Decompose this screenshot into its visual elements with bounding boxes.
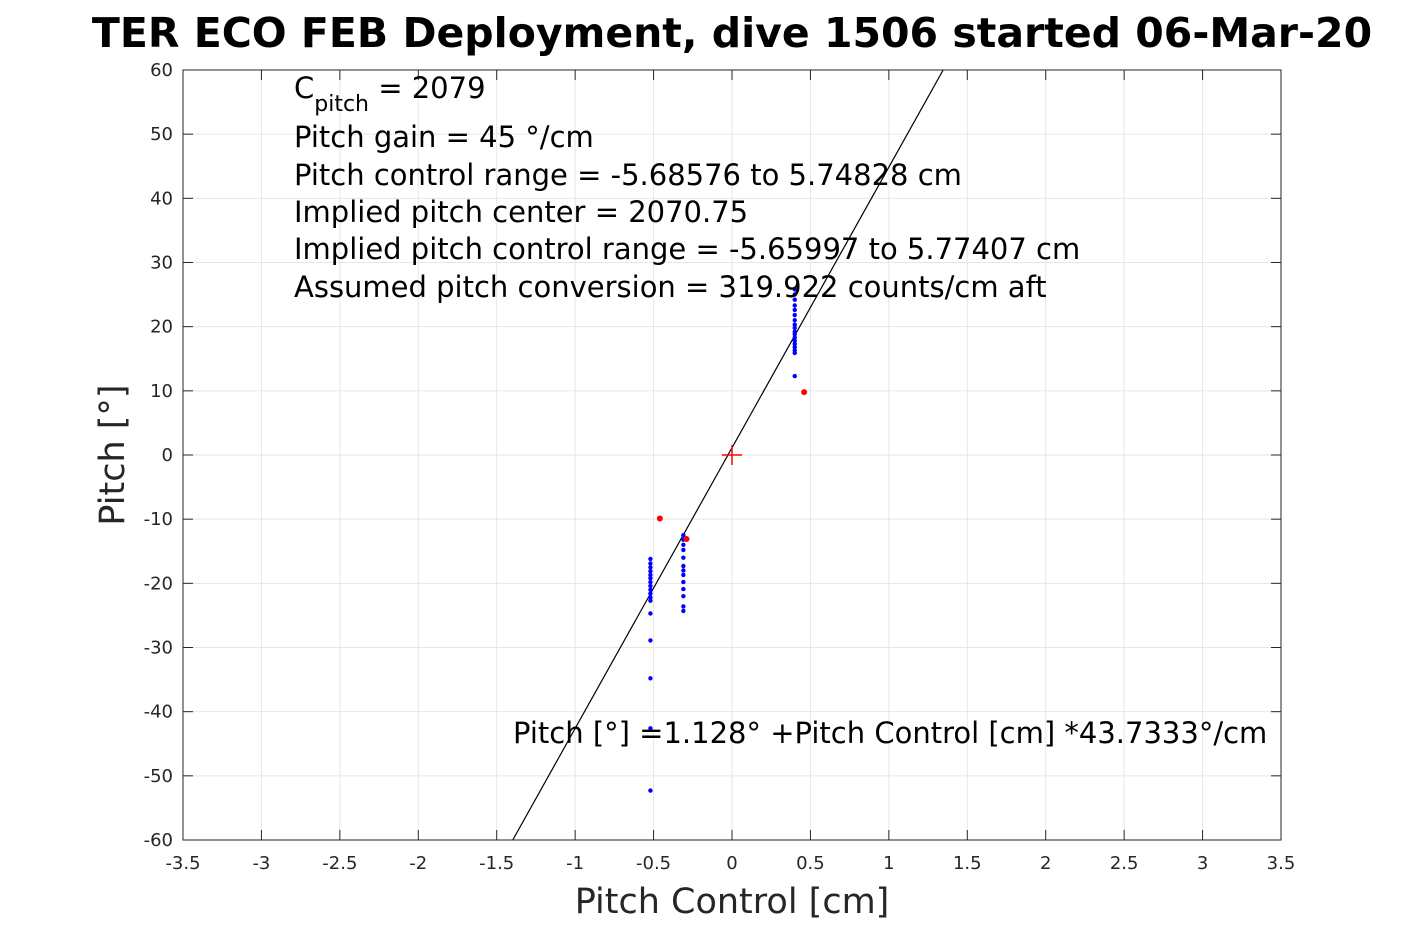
- y-tick-label: -20: [144, 573, 173, 594]
- sample-point: [792, 287, 797, 292]
- x-tick-label: 1: [883, 853, 894, 874]
- y-tick-label: 50: [150, 124, 173, 145]
- annotation-implied-pitch-center: Implied pitch center = 2070.75: [294, 195, 748, 229]
- sample-point: [792, 332, 797, 337]
- x-axis-label: Pitch Control [cm]: [575, 882, 890, 922]
- cpitch-value: = 2079: [369, 71, 486, 105]
- sample-point: [681, 586, 686, 592]
- annotation-pitch-control-range: Pitch control range = -5.68576 to 5.7482…: [294, 158, 962, 192]
- y-tick-label: -60: [144, 830, 173, 851]
- sample-point: [792, 297, 797, 302]
- annotation-cpitch: Cpitch = 2079: [294, 71, 486, 117]
- sample-point: [648, 583, 653, 589]
- sample-point: [681, 579, 686, 585]
- x-tick-label: -2: [409, 853, 427, 874]
- chart-title: TER ECO FEB Deployment, dive 1506 starte…: [92, 9, 1372, 57]
- sample-point: [648, 638, 653, 643]
- sample-point: [648, 611, 653, 616]
- sample-point: [792, 322, 797, 327]
- sample-point: [648, 579, 653, 585]
- x-tick-label: -2.5: [322, 853, 357, 874]
- sample-point: [648, 572, 653, 578]
- sample-point: [792, 350, 797, 356]
- outlier-point: [683, 536, 690, 543]
- sample-point: [792, 341, 797, 347]
- sample-point: [792, 373, 797, 379]
- x-tick-label: -3: [252, 853, 270, 874]
- sample-point: [792, 338, 797, 343]
- y-tick-label: -10: [144, 509, 173, 530]
- sample-point: [681, 533, 686, 538]
- sample-point: [648, 598, 653, 603]
- center-marker: [722, 445, 742, 465]
- sample-point: [681, 555, 686, 560]
- x-tick-label: 2: [1040, 853, 1051, 874]
- y-tick-label: 0: [162, 445, 173, 466]
- y-tick-label: -50: [144, 766, 173, 787]
- sample-point: [648, 561, 653, 566]
- outlier-point: [656, 515, 663, 522]
- sample-point: [681, 563, 686, 569]
- sample-point: [648, 587, 653, 592]
- y-tick-label: 60: [150, 60, 173, 81]
- sample-point: [648, 788, 653, 793]
- sample-point: [792, 345, 797, 350]
- y-tick-label: 20: [150, 317, 173, 338]
- sample-point: [648, 568, 653, 574]
- sample-point: [792, 312, 797, 318]
- sample-point: [792, 318, 797, 323]
- x-tick-label: -1.5: [479, 853, 514, 874]
- sample-point: [648, 565, 653, 570]
- sample-point: [648, 556, 653, 562]
- x-tick-label: 3: [1197, 853, 1208, 874]
- sample-point: [648, 595, 653, 600]
- sample-point: [681, 542, 686, 548]
- sample-point: [648, 676, 653, 681]
- sample-point: [648, 576, 653, 581]
- sample-point: [681, 568, 686, 573]
- x-tick-label: 2.5: [1110, 853, 1139, 874]
- x-axis-ticks: -3.5 -3 -2.5 -2 -1.5 -1 -0.5 0 0.5 1 1.5 2 2.5 3 3.5: [165, 70, 1295, 874]
- sample-point: [681, 593, 686, 599]
- sample-point: [792, 325, 797, 331]
- sample-point: [681, 572, 686, 578]
- y-tick-label: 30: [150, 253, 173, 274]
- y-tick-label: -30: [144, 638, 173, 659]
- annotation-implied-pitch-control-range: Implied pitch control range = -5.65997 t…: [294, 232, 1080, 266]
- x-tick-label: -1: [566, 853, 584, 874]
- sample-point: [792, 335, 797, 340]
- cpitch-symbol: C: [294, 71, 314, 105]
- sample-point: [681, 604, 686, 609]
- x-tick-label: 3.5: [1267, 853, 1296, 874]
- y-axis-ticks: 60 50 40 30 20 10 0 -10 -20 -30 -40 -50 -60: [144, 60, 1281, 851]
- fit-equation: Pitch [°] =1.128° +Pitch Control [cm] *4…: [513, 716, 1267, 750]
- annotation-pitch-conversion: Assumed pitch conversion = 319.922 count…: [294, 270, 1047, 304]
- cpitch-subscript: pitch: [314, 92, 369, 117]
- x-tick-label: 0: [726, 853, 737, 874]
- x-tick-label: -0.5: [636, 853, 671, 874]
- sample-point: [681, 547, 686, 553]
- sample-point: [792, 292, 797, 297]
- sample-point: [648, 591, 653, 596]
- x-tick-label: 1.5: [953, 853, 982, 874]
- data-points: [648, 287, 808, 793]
- sample-point: [792, 307, 797, 313]
- grid: [183, 70, 1281, 840]
- y-tick-label: -40: [144, 702, 173, 723]
- y-axis-label: Pitch [°]: [93, 384, 133, 525]
- x-tick-label: 0.5: [796, 853, 825, 874]
- outlier-point: [801, 389, 808, 396]
- x-tick-label: -3.5: [165, 853, 200, 874]
- y-tick-label: 40: [150, 188, 173, 209]
- sample-point: [681, 608, 686, 614]
- sample-point: [648, 726, 653, 731]
- y-tick-label: 10: [150, 381, 173, 402]
- annotation-pitch-gain: Pitch gain = 45 °/cm: [294, 120, 594, 154]
- sample-point: [792, 303, 797, 308]
- plot-frame: [182, 69, 1282, 841]
